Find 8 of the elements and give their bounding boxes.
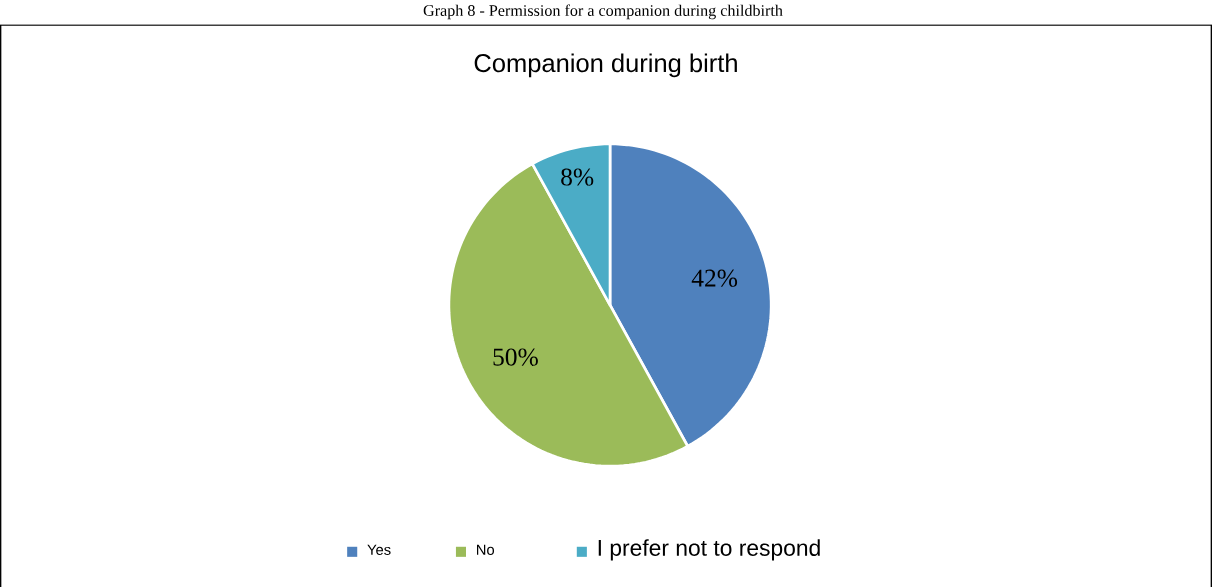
data-label: 50% <box>493 348 538 366</box>
chart-title: Companion during birth <box>474 53 737 78</box>
data-label: 8% <box>561 168 594 186</box>
legend-label: I prefer not to respond <box>598 539 820 561</box>
legend-label: No <box>477 544 495 556</box>
caption: Graph 8 - Permission for a companion during childbirth <box>423 4 783 20</box>
data-label: 42% <box>691 269 738 287</box>
legend-label: Yes <box>367 544 391 556</box>
